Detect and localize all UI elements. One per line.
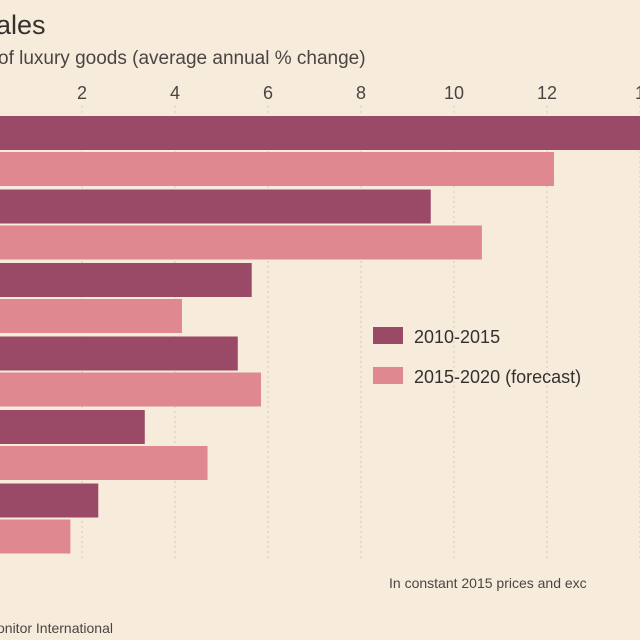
bar-2015-2020-3 (0, 299, 182, 333)
bar-2010-2015-6 (0, 483, 99, 518)
x-tick-label: 10 (444, 83, 464, 103)
bar-2015-2020-5 (0, 446, 208, 480)
bar-2015-2020-4 (0, 372, 262, 407)
legend-swatch-2010-2015 (373, 327, 403, 344)
x-axis-ticks: 2 4 6 8 10 12 1 (77, 83, 640, 103)
x-tick-label: 4 (170, 83, 180, 103)
chart-subtitle: of luxury goods (average annual % change… (0, 48, 366, 69)
chart-note: In constant 2015 prices and exc (389, 575, 587, 591)
bar-2015-2020-1 (0, 152, 554, 186)
x-tick-label: 12 (537, 83, 557, 103)
bar-2010-2015-5 (0, 410, 145, 444)
chart-title: ales (0, 10, 46, 40)
bar-2010-2015-4 (0, 336, 238, 371)
bar-2010-2015-1 (0, 116, 640, 150)
legend-label-2010-2015: 2010-2015 (414, 327, 500, 347)
bar-2015-2020-2 (0, 225, 482, 260)
bar-2010-2015-3 (0, 263, 252, 297)
x-tick-label: 1 (635, 83, 640, 103)
bars (0, 116, 640, 554)
x-tick-label: 8 (356, 83, 366, 103)
legend: 2010-2015 2015-2020 (forecast) (373, 327, 581, 387)
bar-2010-2015-2 (0, 189, 431, 224)
x-tick-label: 2 (77, 83, 87, 103)
chart-source: onitor International (0, 620, 113, 636)
legend-swatch-2015-2020 (373, 367, 403, 384)
legend-label-2015-2020: 2015-2020 (forecast) (414, 367, 581, 387)
x-tick-label: 6 (263, 83, 273, 103)
bar-2015-2020-6 (0, 519, 71, 554)
